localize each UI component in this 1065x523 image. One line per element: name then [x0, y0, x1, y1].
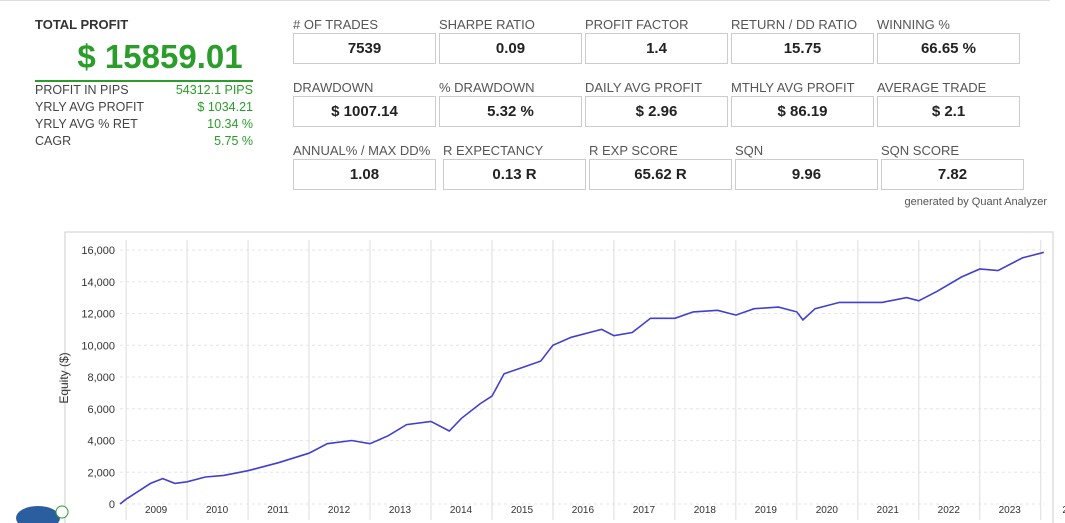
x-tick-label: 2015 — [511, 505, 534, 516]
metric-value: 5.32 % — [439, 96, 582, 127]
total-profit: $ 15859.01 — [77, 38, 243, 75]
x-tick-label: 2011 — [267, 505, 289, 516]
summary-label: CAGR — [35, 134, 72, 148]
summary-title: TOTAL PROFIT — [35, 17, 129, 32]
summary-value: 10.34 % — [207, 117, 253, 131]
metric-value: 1.08 — [293, 159, 436, 190]
metric-value: 0.09 — [439, 33, 582, 64]
top-rule — [0, 0, 1050, 1]
y-tick-label: 0 — [109, 499, 115, 511]
summary-label: YRLY AVG PROFIT — [35, 100, 145, 114]
metric-label: ANNUAL% / MAX DD% — [293, 143, 431, 158]
metric-label: RETURN / DD RATIO — [731, 17, 858, 32]
metric-value: 0.13 R — [443, 159, 586, 190]
metric-value: 66.65 % — [877, 33, 1020, 64]
y-axis-label: Equity ($) — [57, 352, 71, 403]
summary-value: 5.75 % — [214, 134, 253, 148]
x-tick-label: 2021 — [877, 505, 900, 516]
metric-label: MTHLY AVG PROFIT — [731, 80, 855, 95]
x-tick-label: 2022 — [938, 505, 961, 516]
metric-value: 65.62 R — [589, 159, 732, 190]
x-tick-label: 2023 — [999, 505, 1022, 516]
logo — [16, 505, 69, 523]
metric-value: 7539 — [293, 33, 436, 64]
equity-line — [119, 251, 1045, 505]
y-tick-label: 16,000 — [81, 245, 115, 257]
metric-value: $ 2.1 — [877, 96, 1020, 127]
metric-value: $ 2.96 — [585, 96, 728, 127]
x-tick-label: 2012 — [328, 505, 351, 516]
summary-label: PROFIT IN PIPS — [35, 83, 129, 97]
metric-value: 15.75 — [731, 33, 874, 64]
summary-label: YRLY AVG % RET — [35, 117, 138, 131]
metric-label: SQN — [735, 143, 764, 158]
y-tick-label: 14,000 — [81, 277, 115, 289]
metric-value: $ 86.19 — [731, 96, 874, 127]
metric-label: SQN SCORE — [881, 143, 960, 158]
metric-value: 7.82 — [881, 159, 1024, 190]
metric-label: AVERAGE TRADE — [877, 80, 987, 95]
x-tick-label: 2014 — [450, 505, 473, 516]
metric-label: % DRAWDOWN — [439, 80, 535, 95]
x-tick-label: 202 — [1062, 505, 1065, 516]
metric-value: $ 1007.14 — [293, 96, 436, 127]
metric-label: # OF TRADES — [293, 17, 379, 32]
total-rule — [35, 80, 253, 82]
summary-value: $ 1034.21 — [197, 100, 253, 114]
metric-value: 1.4 — [585, 33, 728, 64]
y-tick-label: 2,000 — [87, 467, 115, 479]
x-tick-label: 2010 — [206, 505, 229, 516]
y-tick-label: 6,000 — [87, 404, 115, 416]
metric-label: SHARPE RATIO — [439, 17, 535, 32]
x-tick-label: 2018 — [694, 505, 717, 516]
footer: generated by Quant Analyzer — [904, 196, 1047, 208]
y-tick-label: 10,000 — [81, 340, 115, 352]
y-tick-label: 8,000 — [87, 372, 115, 384]
x-tick-label: 2020 — [816, 505, 839, 516]
chart-frame — [64, 231, 1054, 523]
x-tick-label: 2019 — [755, 505, 778, 516]
summary-value: 54312.1 PIPS — [175, 83, 253, 97]
metric-label: PROFIT FACTOR — [585, 17, 689, 32]
metric-label: R EXP SCORE — [589, 143, 678, 158]
metric-label: R EXPECTANCY — [443, 143, 544, 158]
y-tick-label: 4,000 — [87, 436, 115, 448]
y-tick-label: 12,000 — [81, 309, 115, 321]
metric-label: DRAWDOWN — [293, 80, 374, 95]
x-tick-label: 2009 — [145, 505, 168, 516]
metric-label: DAILY AVG PROFIT — [585, 80, 703, 95]
x-tick-label: 2017 — [633, 505, 656, 516]
x-tick-label: 2013 — [389, 505, 412, 516]
metric-label: WINNING % — [877, 17, 950, 32]
x-tick-label: 2016 — [572, 505, 595, 516]
metric-value: 9.96 — [735, 159, 878, 190]
